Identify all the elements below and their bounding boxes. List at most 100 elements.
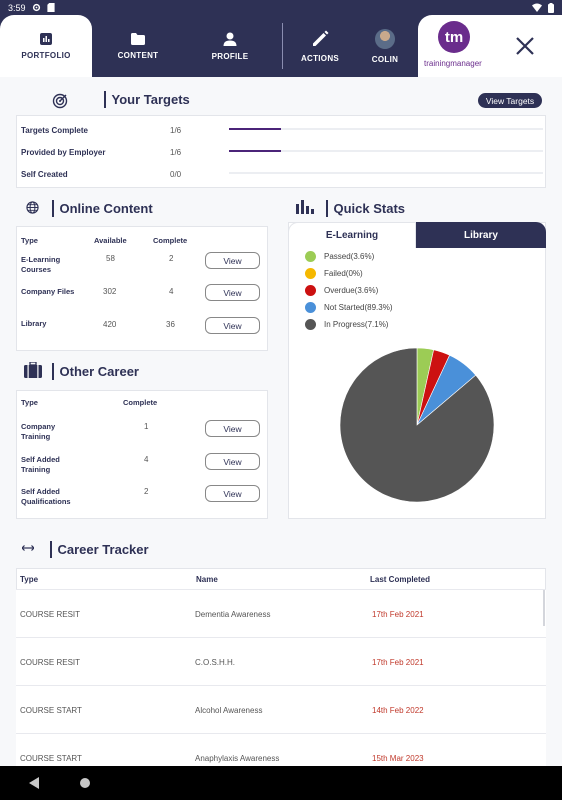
close-icon[interactable] <box>512 33 538 59</box>
row-name: C.O.S.H.H. <box>195 658 236 667</box>
row-type: Company Training <box>21 422 55 442</box>
targets-card: Targets Complete 1/6 Provided by Employe… <box>16 115 546 188</box>
pie-chart <box>339 347 495 503</box>
row-date: 17th Feb 2021 <box>372 610 424 619</box>
row-type: Self Added Training <box>21 455 60 475</box>
tab-portfolio[interactable]: PORTFOLIO <box>0 15 92 77</box>
complete-count: 1 <box>144 422 149 431</box>
legend-swatch <box>305 319 316 330</box>
legend-swatch <box>305 268 316 279</box>
settings-icon <box>32 3 40 12</box>
column-header: Available <box>94 236 127 245</box>
table-row[interactable]: COURSE START Alcohol Awareness 14th Feb … <box>16 685 546 733</box>
column-header: Type <box>20 575 39 584</box>
complete-count: 4 <box>144 455 149 464</box>
row-type: Library <box>21 319 46 329</box>
row-type: COURSE RESIT <box>20 658 81 667</box>
column-header: Type <box>21 398 38 407</box>
scrollbar[interactable] <box>543 590 545 626</box>
title-bar <box>50 541 52 558</box>
section-title-text: Online Content <box>59 201 153 216</box>
column-header: Complete <box>153 236 188 245</box>
target-value: 1/6 <box>170 148 182 157</box>
table-row[interactable]: COURSE RESIT C.O.S.H.H. 17th Feb 2021 <box>16 637 546 685</box>
row-type-line: Training <box>21 465 51 474</box>
row-name: Dementia Awareness <box>195 610 271 619</box>
view-button[interactable]: View <box>205 317 260 334</box>
view-button[interactable]: View <box>205 252 260 269</box>
brand-area: tm trainingmanager <box>418 15 562 77</box>
view-button[interactable]: View <box>205 420 260 437</box>
tab-label: PORTFOLIO <box>21 50 71 60</box>
legend-label: Passed(3.6%) <box>324 252 375 261</box>
tab-e-learning[interactable]: E-Learning <box>288 222 416 248</box>
legend-label: In Progress(7.1%) <box>324 320 389 329</box>
legend-item: In Progress(7.1%) <box>305 319 388 330</box>
briefcase-icon <box>24 362 42 378</box>
legend-label: Failed(0%) <box>324 269 363 278</box>
tab-user-colin[interactable]: COLIN <box>354 15 416 77</box>
tab-library[interactable]: Library <box>416 222 546 248</box>
title-bar <box>326 200 328 217</box>
tab-profile[interactable]: PROFILE <box>184 15 276 77</box>
legend-label: Overdue(3.6%) <box>324 286 379 295</box>
row-type: COURSE START <box>20 754 82 763</box>
tab-content[interactable]: CONTENT <box>92 15 184 77</box>
avatar <box>375 28 395 49</box>
section-title-quick-stats: Quick Stats <box>326 200 405 217</box>
column-header: Complete <box>123 398 158 407</box>
target-icon <box>52 93 68 109</box>
row-type: E-Learning Courses <box>21 255 60 275</box>
back-icon[interactable] <box>29 777 39 789</box>
row-type-line: Training <box>21 432 51 441</box>
view-targets-button[interactable]: View Targets <box>478 93 542 108</box>
view-button[interactable]: View <box>205 453 260 470</box>
row-type-line: Courses <box>21 265 52 274</box>
row-name: Alcohol Awareness <box>195 706 263 715</box>
row-type-line: Qualifications <box>21 497 71 506</box>
battery-icon <box>548 2 554 13</box>
tab-actions[interactable]: ACTIONS <box>286 15 354 77</box>
legend-swatch <box>305 285 316 296</box>
clock: 3:59 <box>8 2 26 13</box>
legend-item: Overdue(3.6%) <box>305 285 378 296</box>
available-count: 302 <box>103 287 117 296</box>
row-date: 14th Feb 2022 <box>372 706 424 715</box>
tab-label: CONTENT <box>117 50 159 60</box>
section-title-targets: Your Targets <box>104 91 190 108</box>
legend-label: Not Started(89.3%) <box>324 303 393 312</box>
brand-logo: tm <box>438 21 470 53</box>
status-bar: 3:59 <box>0 0 562 15</box>
row-type-line: Library <box>21 319 47 328</box>
folder-icon <box>131 32 145 45</box>
row-type-line: E-Learning <box>21 255 61 264</box>
complete-count: 36 <box>166 320 175 329</box>
pie-slice-not-started <box>339 347 495 503</box>
bar-chart-icon <box>296 200 314 214</box>
view-button[interactable]: View <box>205 485 260 502</box>
tab-label: ACTIONS <box>300 53 340 63</box>
progress-bar <box>229 150 543 152</box>
column-header: Type <box>21 236 38 245</box>
section-title-online-content: Online Content <box>52 200 153 217</box>
arrows-horizontal-icon <box>22 545 34 551</box>
globe-icon <box>26 201 39 214</box>
section-title-text: Other Career <box>59 364 139 379</box>
complete-count: 2 <box>169 254 174 263</box>
row-type-line: Self Added <box>21 487 60 496</box>
sd-card-icon <box>46 3 55 12</box>
title-bar <box>52 200 54 217</box>
target-label: Self Created <box>21 170 68 179</box>
available-count: 58 <box>106 254 115 263</box>
row-name: Anaphylaxis Awareness <box>195 754 280 763</box>
table-row[interactable]: COURSE RESIT Dementia Awareness 17th Feb… <box>16 589 546 637</box>
home-icon[interactable] <box>80 778 90 788</box>
column-header: Name <box>196 575 218 584</box>
brand-name: trainingmanager <box>424 59 482 68</box>
view-button[interactable]: View <box>205 284 260 301</box>
available-count: 420 <box>103 320 117 329</box>
nav-divider <box>282 23 283 69</box>
section-title-text: Your Targets <box>111 92 190 107</box>
target-value: 0/0 <box>170 170 182 179</box>
progress-fill <box>229 128 282 130</box>
